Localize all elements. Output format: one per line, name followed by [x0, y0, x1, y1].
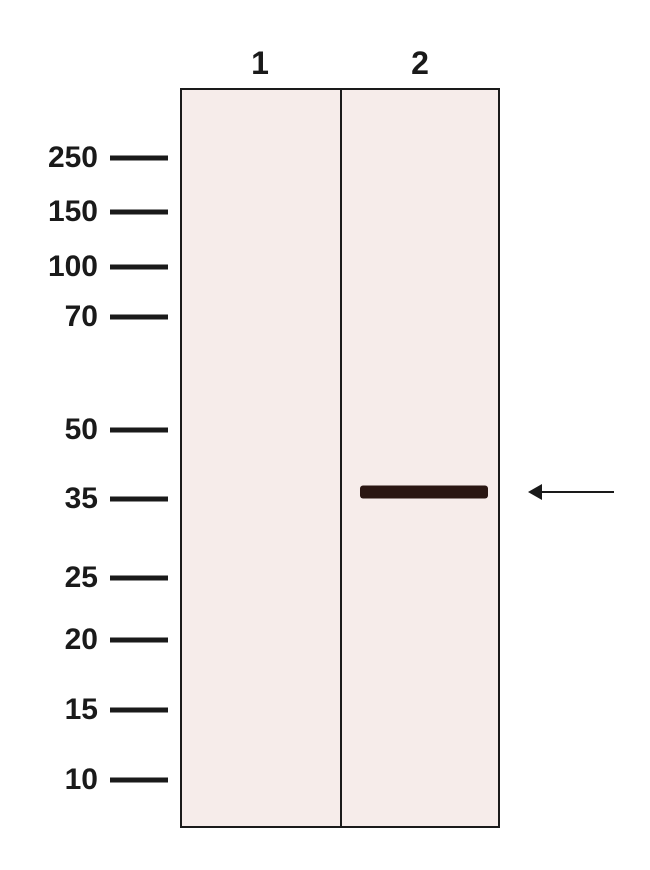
band-pointer-arrow	[542, 491, 614, 493]
mw-tick	[110, 428, 168, 433]
mw-tick	[110, 265, 168, 270]
mw-label: 20	[65, 623, 98, 657]
mw-tick	[110, 778, 168, 783]
mw-label: 50	[65, 413, 98, 447]
mw-tick	[110, 638, 168, 643]
protein-band	[360, 486, 488, 499]
mw-label: 25	[65, 561, 98, 595]
mw-tick	[110, 315, 168, 320]
mw-label: 150	[48, 195, 98, 229]
blot-figure: 1 2 250 150 100 70 50 35 25 20 15 10	[0, 0, 650, 870]
lane-label: 1	[251, 45, 269, 82]
mw-label: 70	[65, 300, 98, 334]
band-pointer-arrow-head	[528, 484, 542, 500]
mw-label: 250	[48, 141, 98, 175]
mw-tick	[110, 576, 168, 581]
mw-label: 10	[65, 763, 98, 797]
mw-label: 100	[48, 250, 98, 284]
mw-tick	[110, 708, 168, 713]
mw-tick	[110, 210, 168, 215]
mw-label: 15	[65, 693, 98, 727]
lane-divider	[340, 88, 342, 828]
mw-label: 35	[65, 482, 98, 516]
lane-label: 2	[411, 45, 429, 82]
mw-tick	[110, 156, 168, 161]
mw-tick	[110, 497, 168, 502]
